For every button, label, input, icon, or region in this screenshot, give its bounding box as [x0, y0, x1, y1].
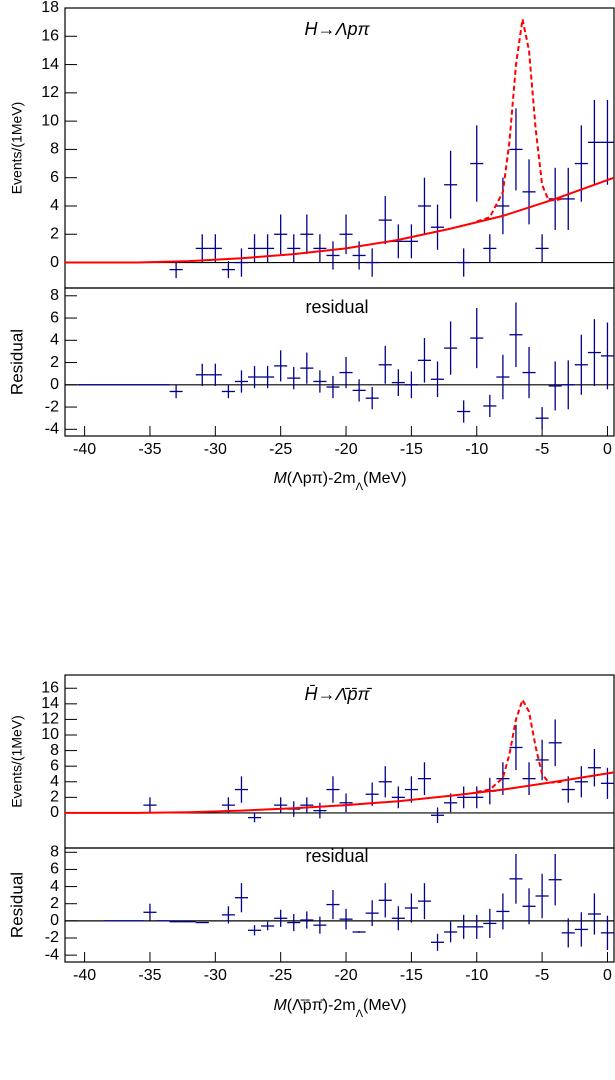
x-tick-label: -40 — [73, 967, 96, 984]
x-axis-label: M(Λpπ)-2mΛ(MeV) — [273, 470, 406, 493]
y-tick-label: 2 — [50, 789, 59, 806]
y-tick-label: 4 — [50, 332, 59, 349]
y-tick-label: -4 — [45, 946, 59, 963]
y-tick-label: 12 — [41, 711, 59, 728]
y-tick-label: -4 — [45, 421, 59, 438]
panel-title: residual — [305, 846, 368, 866]
y-tick-label: 16 — [41, 28, 59, 45]
x-label-var: M — [273, 997, 287, 1014]
y-tick-label: 10 — [41, 726, 59, 743]
y-tick-label: 6 — [50, 309, 59, 326]
fit-curve — [65, 176, 615, 264]
x-tick-label: -15 — [400, 441, 423, 458]
y-tick-label: 16 — [41, 679, 59, 696]
panel-title: H→Λpπ — [304, 19, 370, 39]
y-tick-label: 8 — [50, 742, 59, 759]
x-tick-label: -20 — [334, 967, 357, 984]
x-tick-label: -5 — [535, 967, 549, 984]
signal-curve — [476, 19, 562, 223]
y-tick-label: 8 — [50, 287, 59, 304]
signal-curve — [476, 697, 562, 793]
y-tick-label: 8 — [50, 141, 59, 158]
y-axis-label: Events/(1MeV) — [9, 715, 25, 808]
y-tick-label: 0 — [50, 254, 59, 271]
panel-title: residual — [305, 297, 368, 317]
x-label-unit: (MeV) — [363, 997, 407, 1014]
y-tick-label: 18 — [41, 0, 59, 16]
fit-curve — [65, 771, 615, 814]
y-axis-label: Events/(1MeV) — [9, 102, 25, 195]
y-tick-label: -2 — [45, 398, 59, 415]
panel-title: H̄→Λ̄p̄π̄ — [304, 684, 372, 704]
y-tick-label: 12 — [41, 84, 59, 101]
x-tick-label: 0 — [603, 967, 612, 984]
y-tick-label: 2 — [50, 225, 59, 242]
y-tick-label: 0 — [50, 912, 59, 929]
y-tick-label: 0 — [50, 804, 59, 821]
x-tick-label: -20 — [334, 441, 357, 458]
x-tick-label: -30 — [204, 967, 227, 984]
x-tick-label: -30 — [204, 441, 227, 458]
y-tick-label: 6 — [50, 861, 59, 878]
x-label-sub: Λ — [356, 1008, 364, 1020]
x-tick-label: -10 — [465, 967, 488, 984]
plot-frame — [64, 287, 615, 437]
y-tick-label: 2 — [50, 895, 59, 912]
y-tick-label: 8 — [50, 844, 59, 861]
x-tick-label: -10 — [465, 441, 488, 458]
x-axis-label: M(Λ̄p̄π̄)-2mΛ(MeV) — [273, 997, 406, 1020]
y-tick-label: 2 — [50, 354, 59, 371]
y-tick-label: -2 — [45, 929, 59, 946]
y-tick-label: 14 — [41, 695, 59, 712]
y-tick-label: 4 — [50, 197, 59, 214]
x-tick-label: 0 — [603, 441, 612, 458]
x-tick-label: -40 — [73, 441, 96, 458]
x-label-mid: (Λpπ)-2m — [287, 470, 356, 487]
y-tick-label: 0 — [50, 376, 59, 393]
x-tick-label: -5 — [535, 441, 549, 458]
y-axis-label: Residual — [7, 872, 26, 938]
y-tick-label: 6 — [50, 169, 59, 186]
plot-frame — [64, 847, 615, 963]
x-tick-label: -25 — [269, 441, 292, 458]
plot-frame — [64, 7, 615, 289]
y-tick-label: 4 — [50, 773, 59, 790]
x-label-mid: (Λ̄p̄π̄)-2m — [287, 997, 356, 1014]
x-tick-label: -25 — [269, 967, 292, 984]
x-label-sub: Λ — [356, 481, 364, 493]
x-label-unit: (MeV) — [363, 470, 407, 487]
y-tick-label: 6 — [50, 757, 59, 774]
y-axis-label: Residual — [7, 329, 26, 395]
y-tick-label: 14 — [41, 56, 59, 73]
x-tick-label: -15 — [400, 967, 423, 984]
x-tick-label: -35 — [138, 967, 161, 984]
y-tick-label: 4 — [50, 878, 59, 895]
y-tick-label: 10 — [41, 112, 59, 129]
x-tick-label: -35 — [138, 441, 161, 458]
x-label-var: M — [273, 470, 287, 487]
